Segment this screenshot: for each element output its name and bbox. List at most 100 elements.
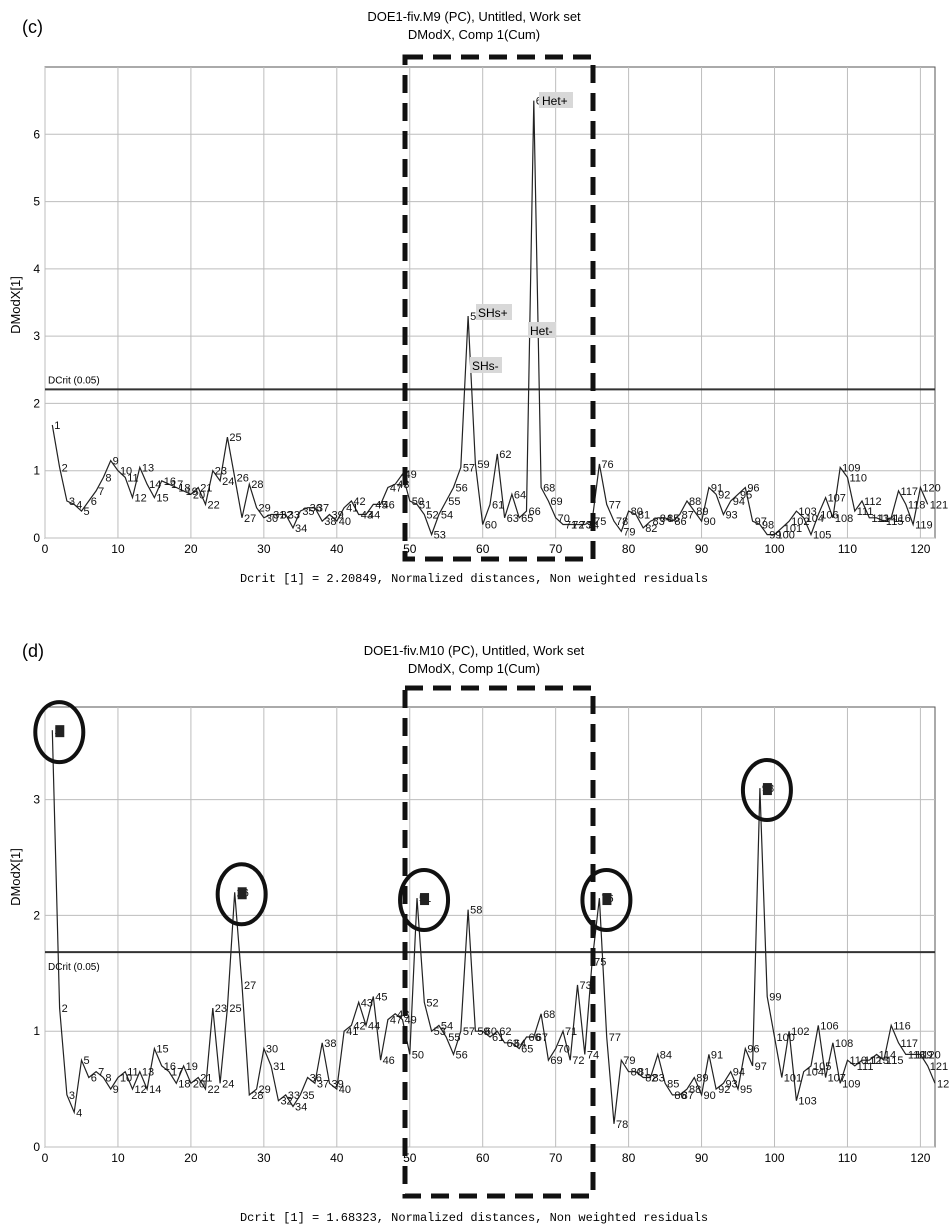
panel-d-outlier-circle-26 xyxy=(215,862,268,927)
panel-d-obs-label-16: 16 xyxy=(164,1061,176,1073)
panel-c-xtick-80: 80 xyxy=(622,542,636,556)
panel-c-obs-label-56: 56 xyxy=(456,483,468,495)
panel-d-obs-label-87: 87 xyxy=(682,1090,694,1102)
panel-c-obs-label-24: 24 xyxy=(222,476,234,488)
panel-c-obs-label-10: 10 xyxy=(120,466,132,478)
panel-c-obs-label-38: 38 xyxy=(324,516,336,528)
panel-c-obs-label-37: 37 xyxy=(317,503,329,515)
panel-c-ytick-0: 0 xyxy=(33,531,40,545)
panel-d-obs-label-33: 33 xyxy=(288,1090,300,1102)
panel-c-xtick-60: 60 xyxy=(476,542,490,556)
panel-d-subtitle: DModX, Comp 1(Cum) xyxy=(408,661,540,676)
panel-d-obs-label-21: 21 xyxy=(200,1073,212,1085)
panel-d-obs-label-64: 64 xyxy=(514,1038,526,1050)
panel-d-obs-label-2: 2 xyxy=(62,1003,68,1015)
panel-c-obs-label-71: 71 xyxy=(565,520,577,532)
panel-d-ytick-3: 3 xyxy=(33,793,40,807)
panel-d-obs-label-71: 71 xyxy=(565,1026,577,1038)
panel-d-chart: (d) DOE1-fiv.M10 (PC), Untitled, Work se… xyxy=(8,641,949,1225)
panel-c-obs-label-121: 121 xyxy=(930,499,948,511)
panel-d-obs-label-80: 80 xyxy=(631,1067,643,1079)
panel-d-obs-label-9: 9 xyxy=(113,1084,119,1096)
panel-d-obs-label-34: 34 xyxy=(295,1101,307,1113)
panel-c-obs-label-40: 40 xyxy=(339,516,351,528)
panel-d-xtick-110: 110 xyxy=(838,1151,857,1165)
panel-d-obs-label-47: 47 xyxy=(390,1015,402,1027)
panel-c-obs-label-86: 86 xyxy=(674,516,686,528)
het-minus-label: Het- xyxy=(530,324,553,338)
panel-c-obs-label-6: 6 xyxy=(91,496,97,508)
panel-d-obs-label-6: 6 xyxy=(91,1073,97,1085)
panel-c-obs-label-68: 68 xyxy=(543,483,555,495)
panel-d-obs-label-20: 20 xyxy=(193,1078,205,1090)
panel-d-obs-label-78: 78 xyxy=(616,1119,628,1131)
panel-d-obs-label-29: 29 xyxy=(259,1084,271,1096)
panel-c-obs-label-13: 13 xyxy=(142,462,154,474)
panel-d-obs-label-75: 75 xyxy=(594,957,606,969)
panel-c-xtick-100: 100 xyxy=(764,542,784,556)
panel-c-obs-label-32: 32 xyxy=(280,509,292,521)
panel-c-obs-label-9: 9 xyxy=(113,456,119,468)
panel-c-obs-label-90: 90 xyxy=(704,516,716,528)
panel-c-obs-label-46: 46 xyxy=(383,499,395,511)
panel-c-obs-label-31: 31 xyxy=(273,509,285,521)
panel-c-obs-label-29: 29 xyxy=(259,503,271,515)
panel-c-obs-label-80: 80 xyxy=(631,506,643,518)
panel-d-obs-label-74: 74 xyxy=(587,1049,599,1061)
panel-c-title: DOE1-fiv.M9 (PC), Untitled, Work set xyxy=(367,9,581,24)
panel-c-obs-label-78: 78 xyxy=(616,516,628,528)
panel-d-obs-label-31: 31 xyxy=(273,1061,285,1073)
panel-d-obs-label-95: 95 xyxy=(740,1084,752,1096)
panel-d-xtick-70: 70 xyxy=(549,1151,563,1165)
panel-d-obs-label-4: 4 xyxy=(76,1107,82,1119)
panel-d-dcrit-label: DCrit (0.05) xyxy=(48,962,100,973)
panel-c-obs-label-55: 55 xyxy=(448,496,460,508)
panel-d-obs-label-81: 81 xyxy=(638,1067,650,1079)
panel-c-ytick-4: 4 xyxy=(33,262,40,276)
panel-d-obs-label-19: 19 xyxy=(186,1061,198,1073)
panel-c-obs-label-87: 87 xyxy=(682,509,694,521)
panel-c-obs-label-117: 117 xyxy=(901,486,919,498)
panel-d-obs-label-66: 66 xyxy=(528,1032,540,1044)
panel-d-outlier-circle-1 xyxy=(33,700,86,765)
shs-plus-label: SHs+ xyxy=(478,306,508,320)
panel-d-obs-label-43: 43 xyxy=(361,997,373,1009)
panel-d-ytick-1: 1 xyxy=(33,1024,40,1038)
panel-d-obs-label-45: 45 xyxy=(375,991,387,1003)
panel-d-obs-label-49: 49 xyxy=(404,1015,416,1027)
panel-c-obs-label-64: 64 xyxy=(514,489,526,501)
panel-d-outlier-marker-51 xyxy=(420,893,430,906)
shs-plus-callout-bg xyxy=(476,304,512,320)
panel-d-xtick-100: 100 xyxy=(764,1151,784,1165)
panel-c-obs-label-42: 42 xyxy=(353,496,365,508)
panel-d-obs-label-120: 120 xyxy=(922,1049,940,1061)
panel-c-obs-label-59: 59 xyxy=(477,459,489,471)
panel-c-obs-label-77: 77 xyxy=(609,499,621,511)
panel-d-outlier-circle-76 xyxy=(580,868,633,933)
panel-c-obs-label-28: 28 xyxy=(251,479,263,491)
panel-d-obs-label-7: 7 xyxy=(98,1067,104,1079)
panel-d-obs-label-107: 107 xyxy=(828,1073,846,1085)
panel-d-obs-label-115: 115 xyxy=(886,1055,904,1067)
panel-c-obs-label-82: 82 xyxy=(645,523,657,535)
panel-c-obs-label-5: 5 xyxy=(83,506,89,518)
panel-d-obs-label-41: 41 xyxy=(346,1026,358,1038)
panel-c-obs-label-49: 49 xyxy=(404,469,416,481)
panel-c-footer: Dcrit [1] = 2.20849, Normalized distance… xyxy=(240,572,708,586)
panel-d-footer: Dcrit [1] = 1.68323, Normalized distance… xyxy=(240,1211,708,1225)
panel-c-obs-label-93: 93 xyxy=(725,509,737,521)
panel-c-obs-label-104: 104 xyxy=(806,513,824,525)
panel-d-obs-label-112: 112 xyxy=(864,1055,882,1067)
panel-d-obs-label-53: 53 xyxy=(434,1026,446,1038)
panel-d-obs-label-30: 30 xyxy=(266,1044,278,1056)
panel-c-obs-label-66: 66 xyxy=(528,506,540,518)
panel-d-obs-label-79: 79 xyxy=(623,1055,635,1067)
panel-c-obs-label-111: 111 xyxy=(857,506,874,518)
panel-d-ytick-0: 0 xyxy=(33,1140,40,1154)
panel-d-outlier-marker-1 xyxy=(55,725,65,738)
panel-d-ytick-2: 2 xyxy=(33,908,40,922)
het-minus-callout-bg xyxy=(528,322,556,338)
panel-d-obs-label-11: 11 xyxy=(127,1067,138,1079)
panel-c-obs-label-1: 1 xyxy=(54,420,60,432)
